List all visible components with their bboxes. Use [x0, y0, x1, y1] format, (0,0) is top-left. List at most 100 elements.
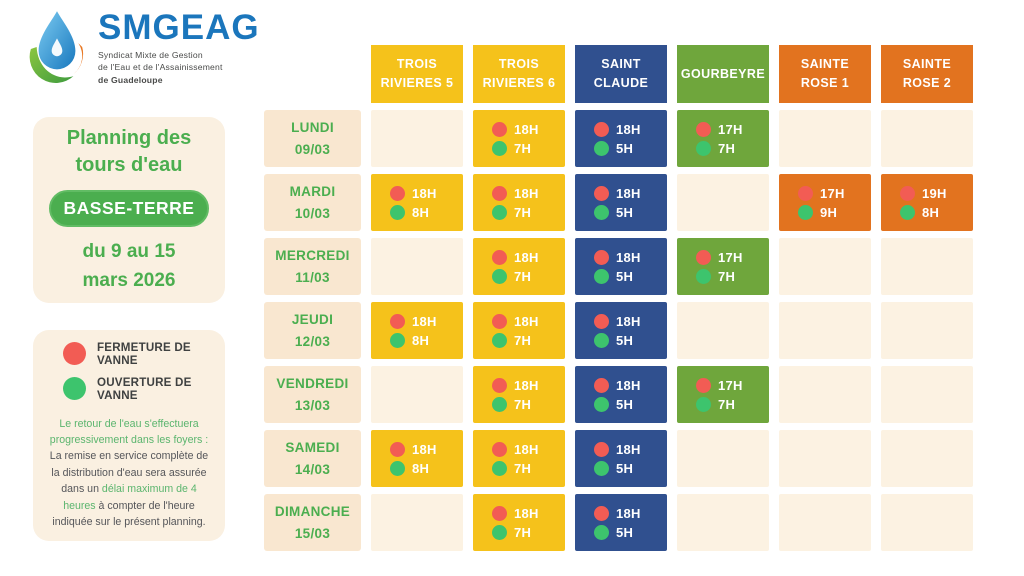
column-header-label: ROSE 2	[902, 76, 952, 90]
column-header: SAINTE ROSE 1	[779, 45, 871, 103]
valve-opening-dot-icon	[696, 268, 711, 284]
time-label: 17H	[718, 377, 743, 393]
valve-closure-dot-icon	[594, 441, 609, 457]
schedule-cell: 18H 8H	[371, 430, 463, 487]
schedule-cell: 18H 5H	[575, 430, 667, 487]
day-date: 09/03	[294, 141, 331, 157]
time-label: 18H	[412, 185, 437, 201]
valve-opening-dot-icon	[492, 204, 507, 220]
empty-cell	[779, 110, 871, 167]
time-label: 18H	[514, 121, 539, 137]
closure-slot: 18H	[575, 441, 667, 457]
valve-opening-dot-icon	[594, 332, 609, 348]
valve-closure-dot-icon	[492, 121, 507, 137]
day-cell: JEUDI 12/03	[264, 302, 361, 359]
day-date: 11/03	[295, 269, 330, 285]
opening-slot: 7H	[473, 524, 565, 540]
schedule-cell: 17H 7H	[677, 110, 769, 167]
valve-opening-dot-icon	[492, 460, 507, 476]
time-label: 18H	[514, 313, 539, 329]
time-label: 8H	[412, 460, 430, 476]
water-drop-logo-icon	[29, 11, 84, 83]
time-label: 7H	[514, 396, 532, 412]
time-label: 17H	[718, 249, 743, 265]
schedule-cell: 18H 5H	[575, 494, 667, 551]
opening-slot: 7H	[473, 140, 565, 156]
opening-slot: 8H	[371, 332, 463, 348]
column-header-label: SAINTE	[800, 57, 850, 72]
column-header: TROIS RIVIERES 5	[371, 45, 463, 103]
opening-slot: 7H	[473, 204, 565, 220]
schedule-cell: 18H 5H	[575, 238, 667, 295]
valve-closure-dot-icon	[492, 505, 507, 521]
valve-opening-dot-icon	[696, 140, 711, 156]
closure-slot: 18H	[371, 441, 463, 457]
schedule-cell: 18H 7H	[473, 494, 565, 551]
time-label: 7H	[514, 332, 532, 348]
time-label: 8H	[922, 204, 940, 220]
column-header-label: RIVIERES 5	[380, 76, 454, 90]
column-header-label: RIVIERES 6	[482, 76, 556, 90]
time-label: 5H	[616, 332, 634, 348]
valve-closure-dot-icon	[492, 441, 507, 457]
time-label: 18H	[616, 249, 641, 265]
time-label: 18H	[514, 441, 539, 457]
valve-opening-dot-icon	[390, 332, 405, 348]
schedule-cell: 18H 7H	[473, 238, 565, 295]
time-label: 18H	[616, 377, 641, 393]
column-header-label: TROIS	[498, 57, 540, 72]
schedule-cell: 19H 8H	[881, 174, 973, 231]
schedule-cell: 17H 7H	[677, 238, 769, 295]
day-cell: LUNDI 09/03	[264, 110, 361, 167]
day-name: SAMEDI	[285, 439, 340, 455]
legend-note: Le retour de l'eau s'effectuera progress…	[47, 416, 211, 531]
opening-slot: 8H	[371, 460, 463, 476]
opening-slot: 5H	[575, 460, 667, 476]
info-card: Planning des tours d'eau BASSE-TERRE du …	[33, 117, 225, 303]
valve-opening-dot-icon	[390, 460, 405, 476]
date-range: du 9 au 15 mars 2026	[83, 238, 176, 295]
header-spacer	[264, 45, 361, 103]
day-name: VENDREDI	[276, 375, 349, 391]
empty-cell	[881, 110, 973, 167]
schedule-cell: 18H 7H	[473, 110, 565, 167]
empty-cell	[371, 494, 463, 551]
time-label: 18H	[514, 249, 539, 265]
schedule-cell: 18H 7H	[473, 366, 565, 423]
closure-slot: 18H	[575, 505, 667, 521]
opening-slot: 9H	[779, 204, 871, 220]
closure-slot: 18H	[575, 313, 667, 329]
closure-slot: 18H	[575, 249, 667, 265]
empty-cell	[677, 430, 769, 487]
day-name: LUNDI	[291, 119, 334, 135]
time-label: 7H	[718, 268, 736, 284]
valve-closure-dot-icon	[594, 249, 609, 265]
closure-slot: 18H	[473, 505, 565, 521]
valve-opening-dot-icon	[594, 460, 609, 476]
day-cell: SAMEDI 14/03	[264, 430, 361, 487]
empty-cell	[779, 494, 871, 551]
valve-opening-dot-icon	[594, 140, 609, 156]
valve-closure-dot-icon	[492, 313, 507, 329]
day-date: 14/03	[294, 461, 331, 477]
poster-title: Planning des tours d'eau	[67, 125, 191, 179]
column-header: TROIS RIVIERES 6	[473, 45, 565, 103]
time-label: 18H	[412, 313, 437, 329]
valve-closure-dot-icon	[798, 185, 813, 201]
opening-slot: 5H	[575, 268, 667, 284]
note-segment: La remise en service complète de la dist…	[49, 450, 209, 496]
time-label: 9H	[820, 204, 838, 220]
note-segment: délai maximum de 4 heures	[63, 483, 197, 512]
empty-cell	[881, 366, 973, 423]
column-header-label: SAINT	[601, 57, 641, 72]
valve-closure-dot-icon	[594, 313, 609, 329]
day-date: 12/03	[294, 333, 331, 349]
poster-title-line: tours d'eau	[75, 154, 183, 176]
time-label: 18H	[514, 505, 539, 521]
valve-opening-dot-icon	[492, 140, 507, 156]
valve-closure-dot-icon	[594, 121, 609, 137]
legend-label: OUVERTURE DE VANNE	[97, 375, 192, 402]
day-cell: VENDREDI 13/03	[264, 366, 361, 423]
date-range-line: du 9 au 15	[82, 241, 176, 262]
schedule-cell: 18H 8H	[371, 174, 463, 231]
